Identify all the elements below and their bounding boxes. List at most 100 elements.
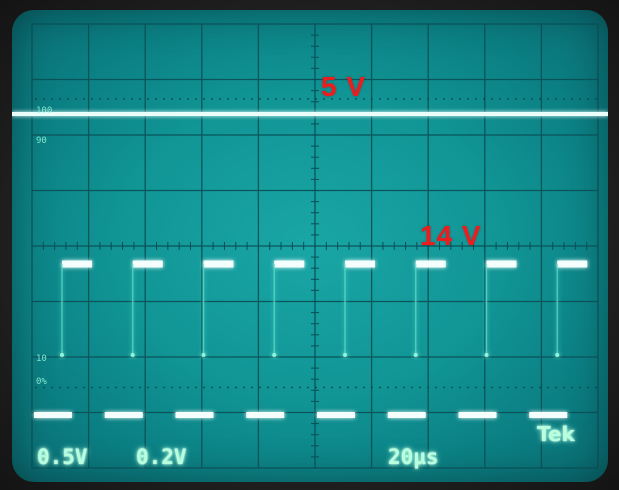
dotted-reference-dot: [123, 98, 125, 100]
dotted-reference-dot: [339, 98, 341, 100]
dotted-reference-dot: [59, 98, 61, 100]
dotted-reference-dot: [283, 386, 285, 389]
graticule-minor-ticks: [31, 23, 599, 469]
dotted-reference-dot: [563, 98, 565, 100]
dotted-reference-dot: [499, 386, 501, 389]
dotted-reference-dot: [595, 386, 597, 389]
dotted-reference-dot: [587, 386, 589, 389]
dotted-reference-dot: [539, 386, 541, 389]
dotted-reference-dot: [147, 386, 149, 389]
dotted-reference-dot: [371, 98, 373, 100]
dotted-reference-dot: [195, 98, 197, 100]
dotted-reference-dot: [283, 98, 285, 100]
dotted-reference-dot: [51, 386, 53, 389]
dotted-reference-dot: [459, 386, 461, 389]
dotted-reference-dot: [499, 98, 501, 100]
dotted-reference-dot: [363, 386, 365, 389]
dotted-reference-dot: [331, 386, 333, 389]
oscilloscope-screen: 5 V 14 V 100 90 10 0% 0.5V 0.2V 20µs Tek: [12, 10, 608, 482]
dotted-reference-dot: [139, 98, 141, 100]
dotted-reference-dot: [467, 98, 469, 100]
dotted-reference-dot: [355, 98, 357, 100]
dotted-reference-dot: [395, 386, 397, 389]
dotted-reference-dot: [419, 98, 421, 100]
dotted-reference-dot: [115, 98, 117, 100]
dotted-reference-dot: [251, 98, 253, 100]
scale-mark-100: 100: [36, 106, 53, 116]
dotted-reference-dot: [515, 98, 517, 100]
trace-label-5v: 5 V: [321, 71, 367, 102]
dotted-reference-dot: [547, 386, 549, 389]
dotted-reference-dot: [155, 98, 157, 100]
dotted-reference-dot: [75, 386, 77, 389]
dotted-reference-dot: [331, 98, 333, 100]
dotted-reference-dot: [587, 98, 589, 100]
dotted-reference-dot: [259, 98, 261, 100]
dotted-reference-dot: [235, 386, 237, 389]
graticule: [12, 23, 608, 469]
dotted-reference-dot: [443, 386, 445, 389]
dotted-reference-dot: [523, 98, 525, 100]
dotted-reference-dot: [195, 386, 197, 389]
timebase-readout: 20µs: [388, 445, 439, 469]
dotted-reference-dot: [579, 386, 581, 389]
pulse-dot: [484, 353, 489, 357]
dotted-reference-dot: [219, 98, 221, 100]
dotted-reference-dot: [203, 98, 205, 100]
dotted-reference-dot: [459, 98, 461, 100]
dotted-reference-dot: [403, 98, 405, 100]
dotted-reference-dot: [475, 98, 477, 100]
dotted-reference-dot: [395, 98, 397, 100]
dotted-reference-dot: [275, 98, 277, 100]
dotted-reference-dot: [571, 98, 573, 100]
dotted-reference-dot: [323, 98, 325, 100]
dotted-reference-dot: [299, 98, 301, 100]
dotted-reference-dot: [515, 386, 517, 389]
dotted-reference-dot: [131, 98, 133, 100]
dotted-reference-dot: [307, 98, 309, 100]
dotted-reference-dot: [403, 386, 405, 389]
dotted-reference-dot: [227, 386, 229, 389]
dotted-reference-dot: [299, 386, 301, 389]
dotted-reference-dot: [59, 386, 61, 389]
brand-logo: Tek: [537, 422, 575, 446]
dotted-reference-dot: [555, 386, 557, 389]
pulse-dot: [201, 353, 206, 357]
dotted-reference-dot: [259, 386, 261, 389]
dotted-reference-dot: [267, 386, 269, 389]
dotted-reference-dot: [275, 386, 277, 389]
dotted-reference-dot: [483, 386, 485, 389]
dotted-reference-dot: [451, 98, 453, 100]
pulse-dot: [272, 353, 277, 357]
dotted-reference-dot: [563, 386, 565, 389]
dotted-reference-dot: [491, 386, 493, 389]
dotted-reference-dot: [123, 386, 125, 389]
ch1-volts-readout: 0.5V: [37, 445, 88, 469]
dotted-reference-dot: [67, 386, 69, 389]
dotted-reference-dot: [115, 386, 117, 389]
dotted-reference-dot: [75, 98, 77, 100]
dotted-reference-dot: [379, 98, 381, 100]
dotted-reference-dot: [387, 98, 389, 100]
dotted-reference-dot: [531, 98, 533, 100]
dotted-reference-dot: [491, 98, 493, 100]
dotted-reference-dot: [155, 386, 157, 389]
dotted-reference-dot: [523, 386, 525, 389]
dotted-reference-dot: [547, 98, 549, 100]
dotted-reference-dot: [251, 386, 253, 389]
dotted-reference-dot: [291, 98, 293, 100]
dotted-reference-dot: [411, 98, 413, 100]
dotted-reference-dot: [147, 98, 149, 100]
dotted-reference-dot: [163, 98, 165, 100]
dotted-reference-dot: [211, 98, 213, 100]
dotted-reference-dot: [427, 386, 429, 389]
dotted-reference-dot: [435, 98, 437, 100]
dotted-reference-dot: [131, 386, 133, 389]
dotted-reference-dot: [355, 386, 357, 389]
ch2-volts-readout: 0.2V: [136, 445, 187, 469]
dotted-reference-dot: [475, 386, 477, 389]
pulse-dot: [60, 353, 64, 357]
dotted-reference-dot: [315, 98, 317, 100]
dotted-reference-dot: [179, 386, 181, 389]
dotted-reference-dot: [35, 386, 37, 389]
